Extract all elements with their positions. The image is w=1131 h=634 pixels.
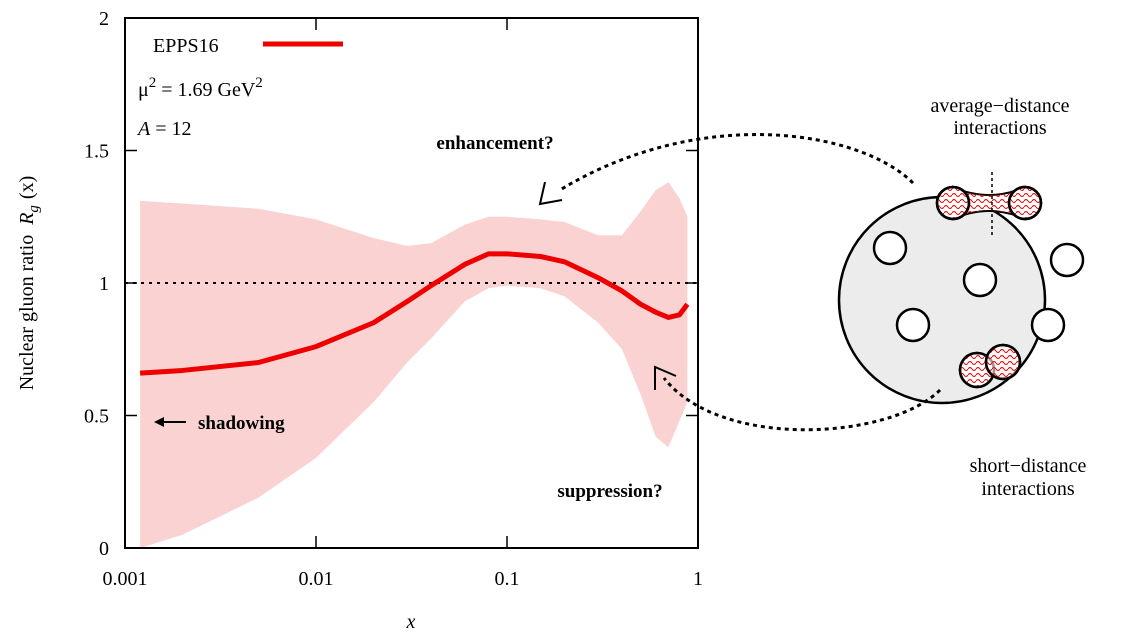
arrowhead	[538, 181, 563, 206]
nucleon	[895, 307, 931, 343]
annotation: suppression?	[557, 481, 662, 502]
y-axis-label: Nuclear gluon ratio Rg (x)	[16, 176, 42, 391]
nucleon	[935, 185, 971, 221]
nucleus-label: A = 12	[136, 118, 192, 140]
legend-label: EPPS16	[153, 35, 219, 57]
x-tick-label: 1	[693, 568, 703, 590]
nucleon	[1007, 185, 1043, 221]
annotation: enhancement?	[436, 133, 553, 154]
y-axis-label-text: Nuclear gluon ratio	[16, 235, 38, 391]
nucleus-symbol: A	[136, 118, 151, 140]
central-line	[139, 251, 690, 376]
nucleus-value: = 12	[150, 118, 191, 140]
nucleon-neck-fill	[953, 187, 1025, 219]
nucleon	[962, 262, 998, 298]
y-axis-label-arg: (x)	[16, 176, 38, 199]
nucleon	[1049, 242, 1085, 278]
y-tick-label: 0	[99, 538, 109, 560]
scale-value: = 1.69 GeV	[156, 79, 256, 101]
annotation: shadowing	[198, 413, 285, 434]
diagram-label: interactions	[953, 117, 1047, 139]
scale-superscript: 2	[149, 75, 157, 91]
x-tick-label: 0.1	[495, 568, 520, 590]
arrowhead	[654, 365, 677, 390]
annotation-arrowhead	[154, 417, 164, 427]
diagram-label: short−distance	[970, 455, 1087, 477]
nucleus-diagram	[837, 172, 1085, 405]
nucleon	[1030, 307, 1066, 343]
nucleon	[872, 230, 908, 266]
dotted-arrow	[662, 377, 942, 432]
y-tick-label: 0.5	[84, 406, 109, 428]
dotted-arrow	[559, 133, 915, 192]
scale-superscript: 2	[255, 75, 263, 91]
x-tick-label: 0.001	[103, 568, 148, 590]
diagram-label: average−distance	[931, 95, 1070, 117]
plot: EPPS16 0.001 0.01 0.1 1 0 0.5 1 1.5 2 x Nuclear glu…	[16, 8, 703, 633]
scale-label: μ2 = 1.69 GeV2	[138, 75, 263, 101]
uncertainty-band	[140, 182, 688, 549]
x-tick-label: 0.01	[299, 568, 334, 590]
y-tick-label: 1	[99, 273, 109, 295]
y-axis-label-symbol: R	[16, 213, 38, 226]
scale-symbol: μ	[138, 79, 149, 101]
arrows	[559, 133, 942, 432]
x-axis-label: x	[406, 611, 416, 633]
y-axis-label-subscript: g	[26, 205, 42, 213]
arrowheads	[538, 181, 677, 390]
diagram-label: interactions	[981, 478, 1075, 500]
y-tick-label: 1.5	[84, 141, 109, 163]
nucleon	[984, 343, 1022, 381]
y-tick-label: 2	[99, 8, 109, 30]
